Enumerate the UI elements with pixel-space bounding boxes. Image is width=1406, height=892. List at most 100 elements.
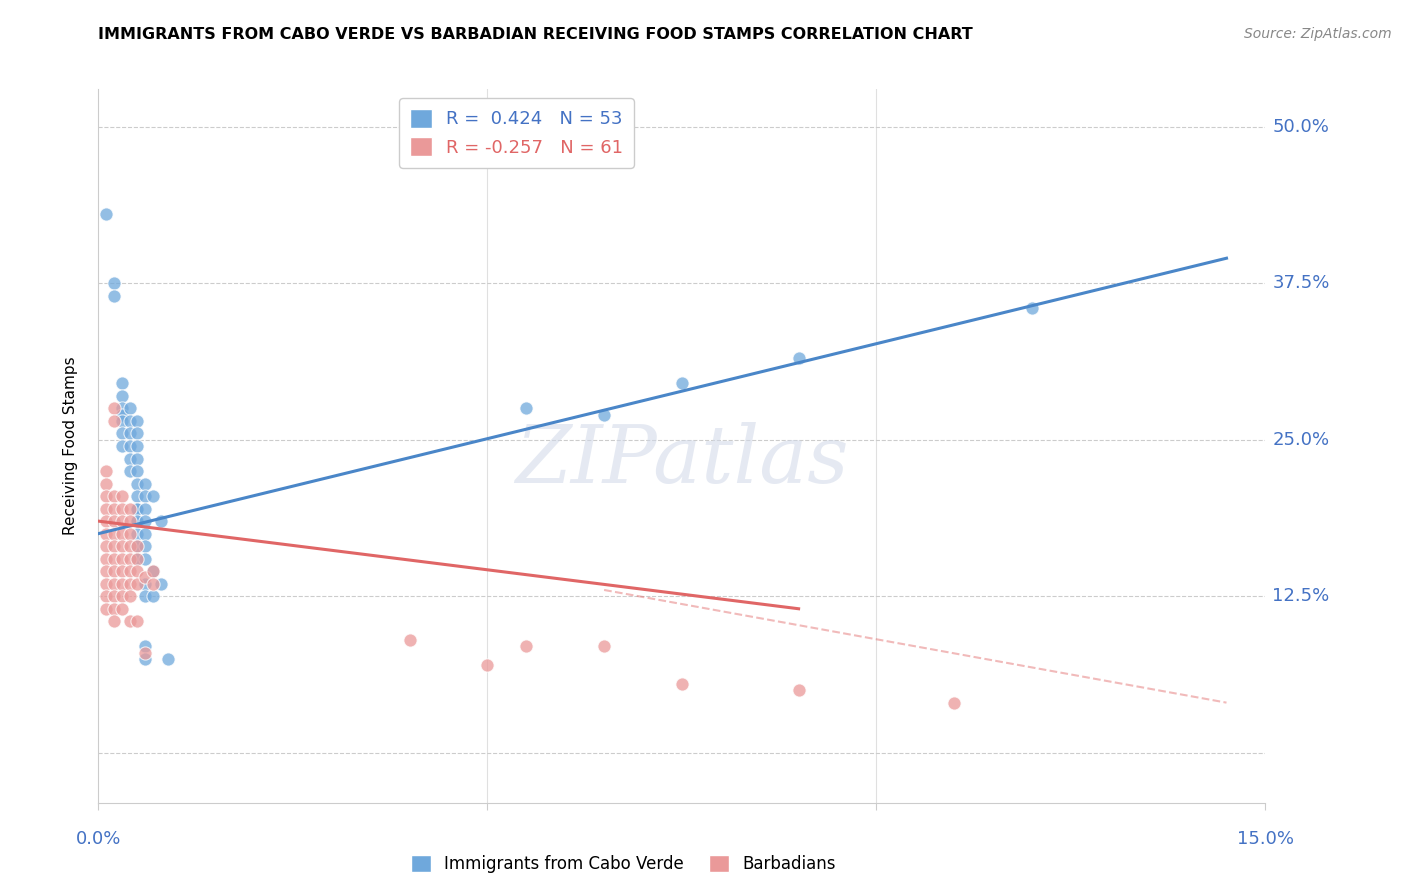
Point	[118, 451, 141, 466]
Point	[118, 576, 141, 591]
Point	[103, 614, 125, 628]
Point	[134, 489, 156, 503]
Point	[111, 439, 134, 453]
Point	[477, 658, 499, 673]
Point	[118, 589, 141, 603]
Point	[103, 576, 125, 591]
Text: Source: ZipAtlas.com: Source: ZipAtlas.com	[1244, 27, 1392, 41]
Point	[134, 501, 156, 516]
Point	[149, 514, 172, 528]
Y-axis label: Receiving Food Stamps: Receiving Food Stamps	[63, 357, 77, 535]
Text: 37.5%: 37.5%	[1272, 274, 1330, 293]
Point	[142, 589, 165, 603]
Point	[787, 683, 810, 698]
Point	[118, 551, 141, 566]
Point	[515, 401, 537, 416]
Point	[134, 476, 156, 491]
Point	[134, 539, 156, 553]
Point	[149, 576, 172, 591]
Point	[96, 207, 118, 221]
Point	[127, 551, 149, 566]
Point	[96, 476, 118, 491]
Point	[127, 476, 149, 491]
Point	[134, 551, 156, 566]
Point	[787, 351, 810, 366]
Point	[127, 576, 149, 591]
Point	[118, 564, 141, 578]
Point	[103, 589, 125, 603]
Point	[127, 614, 149, 628]
Point	[118, 501, 141, 516]
Point	[111, 408, 134, 422]
Point	[142, 564, 165, 578]
Point	[127, 451, 149, 466]
Point	[103, 564, 125, 578]
Text: 12.5%: 12.5%	[1272, 587, 1330, 606]
Point	[118, 439, 141, 453]
Point	[111, 376, 134, 391]
Point	[103, 277, 125, 291]
Point	[103, 539, 125, 553]
Point	[111, 539, 134, 553]
Text: IMMIGRANTS FROM CABO VERDE VS BARBADIAN RECEIVING FOOD STAMPS CORRELATION CHART: IMMIGRANTS FROM CABO VERDE VS BARBADIAN …	[98, 27, 973, 42]
Point	[127, 564, 149, 578]
Point	[157, 652, 180, 666]
Point	[118, 614, 141, 628]
Point	[111, 401, 134, 416]
Point	[515, 640, 537, 654]
Point	[127, 514, 149, 528]
Point	[127, 526, 149, 541]
Point	[127, 501, 149, 516]
Point	[134, 652, 156, 666]
Point	[127, 501, 149, 516]
Point	[127, 426, 149, 441]
Point	[127, 514, 149, 528]
Point	[118, 514, 141, 528]
Point	[96, 514, 118, 528]
Point	[118, 539, 141, 553]
Point	[111, 514, 134, 528]
Point	[671, 376, 693, 391]
Text: 25.0%: 25.0%	[1272, 431, 1330, 449]
Point	[103, 289, 125, 303]
Point	[111, 601, 134, 615]
Point	[134, 589, 156, 603]
Point	[118, 426, 141, 441]
Point	[671, 677, 693, 691]
Point	[96, 489, 118, 503]
Point	[142, 489, 165, 503]
Point	[127, 439, 149, 453]
Point	[593, 640, 616, 654]
Point	[111, 414, 134, 428]
Point	[111, 576, 134, 591]
Text: 50.0%: 50.0%	[1272, 118, 1329, 136]
Point	[118, 526, 141, 541]
Text: 15.0%: 15.0%	[1237, 830, 1294, 847]
Point	[127, 414, 149, 428]
Point	[127, 539, 149, 553]
Point	[593, 408, 616, 422]
Point	[96, 564, 118, 578]
Point	[134, 640, 156, 654]
Point	[134, 526, 156, 541]
Legend: Immigrants from Cabo Verde, Barbadians: Immigrants from Cabo Verde, Barbadians	[405, 848, 842, 880]
Point	[398, 633, 420, 648]
Point	[111, 526, 134, 541]
Point	[103, 401, 125, 416]
Point	[1021, 301, 1043, 316]
Point	[96, 526, 118, 541]
Point	[111, 489, 134, 503]
Point	[142, 576, 165, 591]
Point	[103, 526, 125, 541]
Point	[111, 589, 134, 603]
Point	[127, 489, 149, 503]
Point	[96, 464, 118, 478]
Point	[127, 464, 149, 478]
Point	[118, 464, 141, 478]
Point	[103, 601, 125, 615]
Point	[118, 401, 141, 416]
Point	[134, 514, 156, 528]
Point	[134, 570, 156, 584]
Point	[142, 564, 165, 578]
Point	[111, 501, 134, 516]
